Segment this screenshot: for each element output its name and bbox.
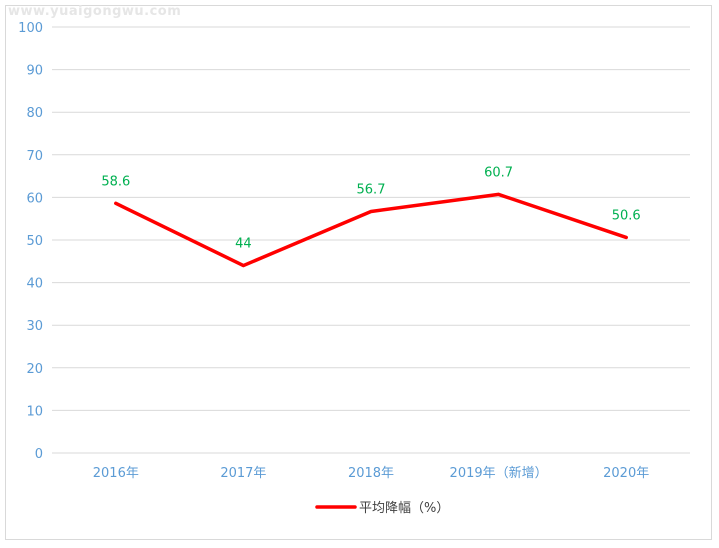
y-tick-label: 80 — [26, 106, 43, 121]
x-axis-ticks: 2016年 2017年 2018年 2019年（新增） 2020年 — [93, 465, 649, 481]
data-point — [497, 192, 501, 196]
y-tick-label: 0 — [35, 447, 43, 462]
legend: 平均降幅（%） — [315, 501, 449, 516]
data-point — [241, 264, 245, 268]
y-tick-label: 70 — [26, 149, 43, 164]
y-tick-label: 100 — [18, 21, 43, 36]
y-tick-label: 40 — [26, 277, 43, 292]
watermark: www.yuaigongwu.com — [8, 4, 182, 19]
y-tick-label: 30 — [26, 319, 43, 334]
legend-label: 平均降幅（%） — [359, 501, 449, 516]
x-tick-label: 2017年 — [220, 466, 266, 481]
data-label: 60.7 — [484, 165, 513, 180]
series-lines — [114, 192, 628, 268]
data-label: 56.7 — [357, 182, 386, 197]
series-line — [114, 192, 628, 268]
chart-frame — [5, 5, 712, 540]
y-tick-label: 90 — [26, 64, 43, 79]
data-point — [114, 201, 118, 205]
y-tick-label: 10 — [26, 404, 43, 419]
y-tick-label: 50 — [26, 234, 43, 249]
x-tick-label: 2020年 — [603, 466, 649, 481]
data-label: 44 — [235, 237, 252, 252]
x-tick-label: 2018年 — [348, 466, 394, 481]
data-label: 58.6 — [101, 174, 130, 189]
data-label: 50.6 — [612, 208, 641, 223]
x-tick-label: 2019年（新增） — [450, 465, 548, 481]
y-tick-label: 20 — [26, 362, 43, 377]
data-point — [624, 235, 628, 239]
data-point — [369, 209, 373, 213]
gridlines — [52, 26, 690, 454]
y-tick-label: 60 — [26, 191, 43, 206]
data-labels: 58.6 44 56.7 60.7 50.6 — [101, 165, 640, 251]
y-axis-ticks: 0 10 20 30 40 50 60 70 80 90 100 — [18, 21, 43, 462]
x-tick-label: 2016年 — [93, 466, 139, 481]
